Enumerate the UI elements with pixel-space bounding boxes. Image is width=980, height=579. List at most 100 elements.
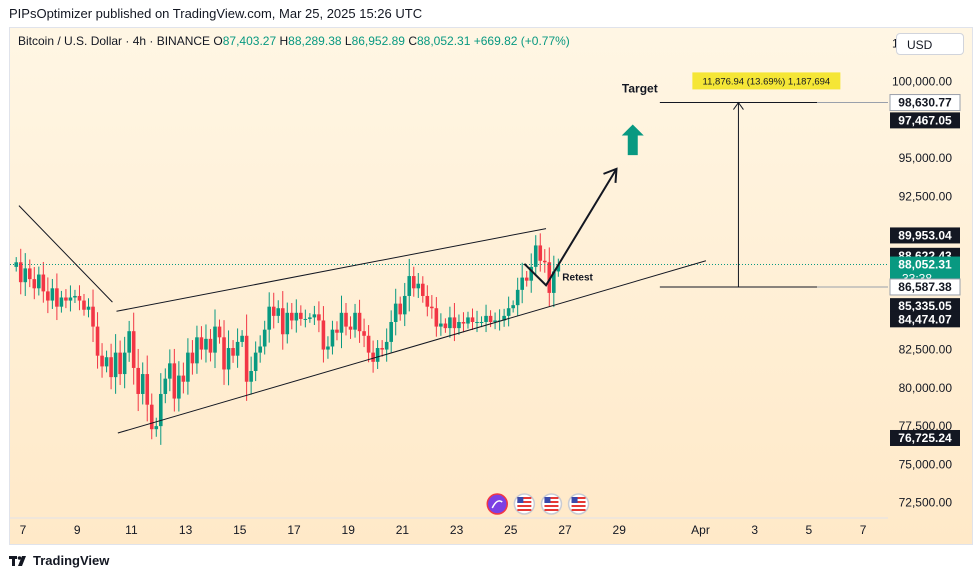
measure-label-bg [692,72,841,90]
candle-body [213,326,217,353]
y-tick-label: 100,000.00 [892,75,952,89]
candle-body [289,312,294,321]
measure-arrowhead [733,101,744,110]
candle-body [524,277,529,281]
candle-body [335,329,339,333]
event-icon-circle [486,493,508,515]
axis-price-label-bg [890,227,960,244]
high-label: H [279,34,289,48]
high-value: 88,289.38 [288,34,342,48]
flag-stripe [544,509,559,511]
x-tick-label: 19 [342,523,356,537]
candle-body [398,303,403,315]
candle-body [344,312,348,327]
flag-canton [544,497,551,503]
candle-body [452,317,457,329]
flag-stripe [571,501,586,503]
candle-body [186,352,190,382]
axis-price-label: 76,725.24 [898,431,952,445]
candle-body [326,346,330,350]
us-flag-event-icon [540,493,563,515]
candle-body [249,371,253,382]
candle-body [506,308,511,316]
candle-body [552,271,556,293]
projection-path [523,168,618,287]
candle-body [168,363,172,379]
candle-body [59,297,64,307]
candle-body [502,315,506,321]
axis-price-label: 85,335.05 [898,299,952,313]
x-tick-label: 9 [74,523,81,537]
candle-body [366,335,371,353]
candle-body [208,338,213,353]
axis-price-label-bg [890,298,960,315]
target-label: Target [622,81,658,95]
flag-stripe [544,497,559,499]
candle-body [556,264,561,272]
candle-body [204,338,208,350]
candle-body [122,352,127,375]
candle-body [113,352,118,378]
candle-body [231,348,235,356]
candle-body [86,306,91,310]
candle-body [294,312,299,321]
candle-body [68,297,73,301]
candle-body [308,317,312,319]
flag-stripe [571,509,586,511]
candle-body [430,306,434,309]
candle-body [484,315,488,322]
candle-body [100,355,104,367]
open-value: 87,403.27 [222,34,277,48]
x-tick-label: 15 [233,523,247,537]
candle-body [271,306,276,316]
candle-body [64,297,68,301]
chart-frame[interactable]: 11,876.94 (13.69%) 1,187,694 Target Retest… [9,27,973,545]
candle-body [177,375,181,399]
candle-body [547,262,552,293]
close-label: C [408,34,417,48]
axis-price-label: 97,467.05 [898,113,952,127]
candle-body [32,279,37,289]
axis-price-label-bg [889,278,961,296]
candle-body [317,314,321,321]
currency-button[interactable]: USD [896,33,964,55]
y-tick-label: 72,500.00 [899,496,953,510]
axis-price-label: 89,953.04 [898,228,952,242]
x-tick-label: 23 [450,523,464,537]
candle-body [131,331,136,368]
channel-upper-line [116,228,547,312]
candlestick-chart[interactable]: 11,876.94 (13.69%) 1,187,694 Target Retest… [10,28,972,544]
x-tick-label: 27 [558,523,572,537]
open-label: O [213,34,223,48]
candle-body [389,322,393,342]
axis-price-label: 88,052.31 [898,258,952,272]
x-tick-label: 3 [751,523,758,537]
x-tick-label: 7 [20,523,27,537]
candle-body [339,312,344,333]
candle-body [267,306,272,330]
y-tick-label: 77,500.00 [899,419,953,433]
candle-body [46,291,50,301]
down-trendline [18,205,113,303]
y-tick-label: 82,500.00 [899,343,953,357]
x-tick-label: 29 [613,523,627,537]
candle-body [457,322,461,329]
candle-body [371,352,375,362]
tradingview-footer[interactable]: TradingView [9,553,109,568]
candle-body [158,393,163,427]
axis-price-label-bg [890,311,960,328]
candle-body [348,326,353,330]
us-flag-event-icon [513,493,536,515]
candle-body [330,329,335,347]
tradingview-logo-icon [9,555,29,566]
candle-body [172,363,177,399]
x-tick-label: 13 [179,523,193,537]
flag-stripe [544,505,559,507]
candle-body [149,404,154,430]
candle-body [258,346,262,353]
candle-body [262,329,267,347]
candle-body [515,289,520,306]
symbol-label[interactable]: Bitcoin / U.S. Dollar · 4h · BINANCE [18,34,211,48]
candle-body [520,277,524,290]
candle-body [222,337,226,370]
